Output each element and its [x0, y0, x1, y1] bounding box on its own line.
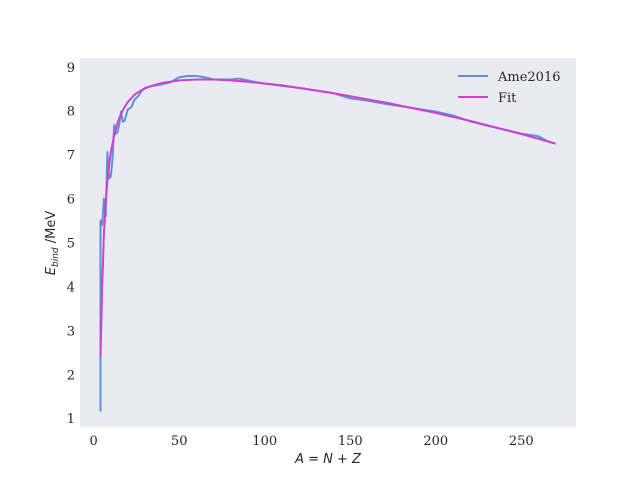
y-axis-label-subscript: bind	[51, 247, 61, 267]
x-tick-label: 200	[423, 434, 448, 449]
x-axis-label-text: A = N + Z	[294, 452, 362, 467]
y-tick-label: 9	[67, 61, 75, 76]
x-axis-label: A = N + Z	[294, 452, 362, 467]
y-tick-label: 4	[67, 280, 75, 295]
plot-area	[80, 58, 576, 427]
y-axis-label: Ebind /MeV	[44, 211, 61, 276]
y-axis-label-unit: /MeV	[44, 211, 59, 248]
y-tick-label: 7	[67, 149, 75, 164]
legend: Ame2016 Fit	[458, 70, 561, 106]
series-line-fit	[99, 78, 556, 357]
y-axis-label-e: E	[44, 266, 59, 275]
x-tick-label: 150	[338, 434, 363, 449]
x-tick-label: 50	[171, 434, 188, 449]
y-tick-label: 8	[67, 105, 75, 120]
y-tick-label: 1	[67, 412, 75, 427]
x-tick-labels: 0 50 100 150 200 250	[90, 434, 534, 449]
legend-label: Ame2016	[497, 70, 561, 85]
y-tick-label: 5	[67, 237, 75, 252]
series-layer	[99, 75, 556, 412]
y-tick-label: 3	[67, 324, 75, 339]
x-tick-label: 250	[509, 434, 534, 449]
legend-label: Fit	[498, 91, 517, 106]
y-tick-label: 6	[67, 193, 75, 208]
y-tick-labels: 1 2 3 4 5 6 7 8 9	[67, 61, 75, 427]
y-tick-label: 2	[67, 368, 75, 383]
x-tick-label: 0	[90, 434, 98, 449]
x-tick-label: 100	[252, 434, 277, 449]
